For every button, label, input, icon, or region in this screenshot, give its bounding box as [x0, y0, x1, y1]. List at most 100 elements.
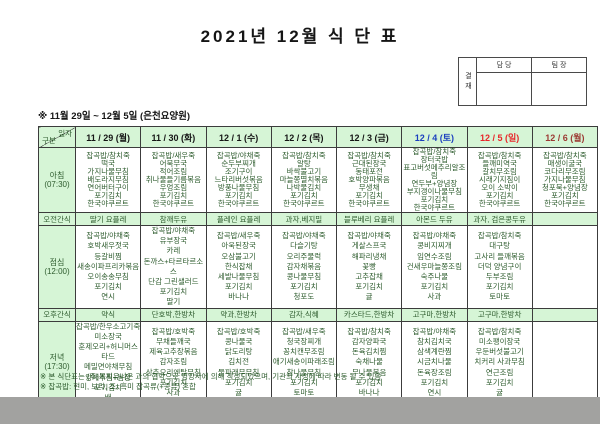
dish-item: 귤: [235, 387, 243, 397]
category-cell: 점심 (12:00): [38, 225, 76, 309]
date-header-cell: 12 / 3 (금): [335, 126, 403, 148]
menu-cell: 잡곡밥/야채죽 순두부찌개 조기구이 느타리버섯볶음 방풍나물무침 포기김치 한국야쿠르트: [205, 147, 272, 213]
dish-item: 감자양파국: [351, 336, 387, 346]
dish-item: 잡곡밥/새우죽: [282, 326, 326, 336]
dish-item: 다슬기탕: [290, 241, 318, 251]
dish-item: 포기김치: [485, 191, 514, 200]
category-time: (12:00): [44, 266, 70, 276]
dish-item: 포기김치: [159, 287, 188, 297]
dish-item: 한식잡채: [224, 261, 253, 271]
dish-item: 가지나물무침: [544, 175, 586, 184]
category-cell: 저녁 (17:30): [38, 320, 76, 405]
dish-item: 참치김치국: [417, 336, 452, 346]
dish-item: 포기김치: [355, 282, 383, 292]
dish-item: 토마토: [489, 292, 510, 302]
dish-item: 임연수조림: [417, 251, 452, 261]
dish-item: 포기김치: [290, 282, 318, 292]
dish-item: 치커리 사과무침: [474, 357, 525, 367]
approval-sign-cell-damdang: [476, 72, 532, 106]
dish-item: 포기김치: [485, 282, 514, 292]
dish-item: 연시: [101, 292, 116, 302]
category-cell: 아침 (07:30): [38, 147, 76, 213]
dish-item: 포기김치: [94, 282, 122, 292]
snack-cell: 고구마,한방차: [401, 307, 468, 322]
dish-item: 연두부+양념장: [411, 179, 458, 188]
dish-item: 등갈비찜: [94, 251, 122, 261]
dish-item: 잡곡밥/한우소고기죽: [76, 321, 141, 331]
corner-label-date: 일자: [58, 129, 72, 138]
dish-item: 청포묵+양념장: [541, 183, 588, 192]
menu-cell: 잡곡밥/야채죽 다슬기탕 오리주물럭 감자채볶음 콩나물무침 포기김치 청포도: [270, 225, 338, 309]
dish-item: 마늘쫑멸치볶음: [279, 175, 329, 184]
dish-item: 잡곡밥/야채죽: [216, 151, 261, 160]
dish-item: 바나나: [228, 292, 249, 302]
dish-item: 청국장찌개: [286, 336, 322, 346]
dish-item: 두부조림: [485, 271, 514, 281]
dish-item: 오이송송무침: [87, 271, 129, 281]
snack-cell: [531, 307, 599, 322]
date-header-cell: 11 / 30 (화): [140, 126, 207, 148]
dish-item: 포기김치: [224, 191, 253, 200]
category-cell: 오전간식: [38, 212, 76, 226]
dish-item: 우둔버섯불고기: [475, 347, 524, 357]
dish-item: 잡곡밥/야채죽: [282, 231, 326, 241]
menu-cell: 잡곡밥/호박죽 무채들깨국 제육고추장볶음 감자조림 상추오리엔탈무침 포기김치 사과: [140, 320, 207, 405]
dish-item: 잡곡밥/참치죽: [477, 326, 522, 336]
dish-item: 숙채나물: [355, 357, 383, 367]
dish-item: 잡곡밥/참치죽: [543, 151, 587, 160]
dish-item: 딸기: [166, 297, 181, 307]
dish-item: 돈육김치찜: [351, 347, 387, 357]
dish-item: 조기구이: [224, 167, 253, 176]
dish-item: 떡국: [101, 159, 116, 168]
menu-cell: [531, 320, 599, 405]
dish-item: 단감 그린샐러드: [148, 277, 199, 287]
dish-item: 잡곡밥/참치죽: [86, 151, 130, 160]
snack-cell: [531, 212, 599, 226]
dish-item: 잡곡밥/야채죽: [151, 226, 196, 235]
dish-item: 포기김치: [420, 195, 449, 204]
snack-cell: 참깨두유: [140, 212, 207, 226]
menu-cell: 잡곡밥/새우죽 청국장찌개 꽁치캔무조림 애기새송이파래조림 참나물무침 포기김치 토마토: [270, 320, 338, 405]
dish-item: 연어버터구이: [87, 183, 129, 192]
dish-item: 제육고추장볶음: [149, 347, 198, 357]
dish-item: 호박양파볶음: [348, 175, 390, 184]
dish-item: 매생이굴국: [547, 159, 583, 168]
dish-item: 잡곡밥/야채죽: [347, 231, 391, 241]
dish-item: 포기김치: [355, 377, 383, 387]
dish-item: 콩나물국: [224, 336, 253, 346]
dish-item: 잡곡밥/참치죽: [282, 151, 326, 160]
dish-item: 고사리 들깨볶음: [474, 251, 525, 261]
meal-row: 점심 (12:00) 잡곡밥/야채죽 호박새우젓국 등갈비찜 새송이파프리카볶음 오이송송무…: [38, 225, 599, 309]
dish-item: 잡곡밥/참치죽: [347, 326, 391, 336]
menu-cell: 잡곡밥/새우죽 아욱된장국 오삼불고기 한식잡채 세발나물무침 포기김치 바나나: [205, 225, 272, 309]
dish-item: 한국야쿠르트: [283, 199, 325, 208]
dish-item: 아욱된장국: [221, 241, 256, 251]
menu-cell: 잡곡밥/참치죽 감자양파국 돈육김치찜 숙채나물 무나물볶음 포기김치 바나나: [335, 320, 403, 405]
dish-item: 돈까스+타르타르소스: [143, 256, 204, 276]
dish-item: 참나물무침: [286, 367, 322, 377]
dish-item: 느타리버섯볶음: [214, 175, 263, 184]
meal-row: 오전간식 딸기 요플레 참깨두유 플레인 요플레 과자,베지밀 블루베리 요플레 아몬드 두…: [38, 212, 599, 226]
dish-item: 김치전: [228, 357, 249, 367]
snack-cell: 단호박,한방차: [140, 307, 207, 322]
dish-item: 대구탕: [489, 241, 510, 251]
dish-item: 포기김치: [420, 377, 449, 387]
dish-item: 시금치나물: [417, 357, 452, 367]
dish-item: 바싹불고기: [286, 167, 322, 176]
dish-item: 방풍나물무침: [217, 183, 260, 192]
menu-cell: 잡곡밥/참치죽 장터국밥 표고버섯메추리알조림 연두부+양념장 부지갱이나물무침 포기김치…: [401, 147, 468, 213]
menu-cell: 잡곡밥/참치죽 매생이굴국 코다리무조림 가지나물무침 청포묵+양념장 포기김치 한국야쿠르…: [531, 147, 599, 213]
snack-cell: 과자, 검은콩두유: [466, 212, 533, 226]
dish-item: 부지갱이나물무침: [406, 187, 462, 196]
menu-cell: 잡곡밥/참치죽 대구탕 고사리 들깨볶음 더덕 양념구이 두부조림 포기김치 토마토: [466, 225, 533, 309]
dish-item: 포기김치: [224, 282, 253, 292]
date-header-cell: 12 / 5 (일): [466, 126, 533, 148]
period-subtitle: ※ 11월 29일 ~ 12월 5일 (은천요양원): [38, 111, 191, 122]
menu-cell: 잡곡밥/참치죽 미소팽이장국 우둔버섯불고기 치커리 사과무침 연근조림 포기김치 귤: [466, 320, 533, 405]
scan-background: [0, 397, 600, 424]
footnote-variability: ※ 본 식단표는 (주)복지유니온 과의 협약으로 영양사에 의해 작성되었으며…: [40, 372, 382, 381]
date-header-cell: 12 / 4 (토): [401, 126, 468, 148]
dish-item: 상추오리엔탈무침: [145, 367, 201, 377]
snack-cell: 카스타드,한방차: [335, 307, 403, 322]
dish-item: 무생채: [358, 183, 380, 192]
